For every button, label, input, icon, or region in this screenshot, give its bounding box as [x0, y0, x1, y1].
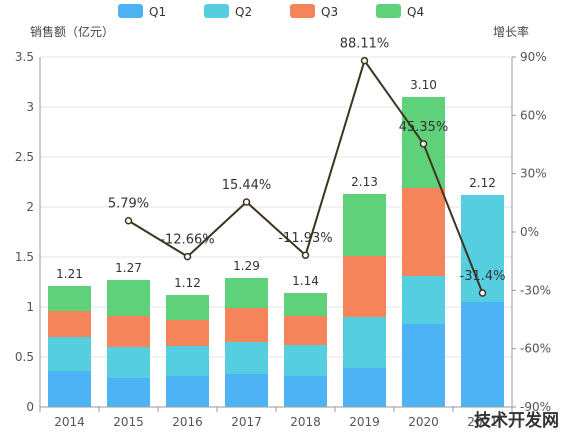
x-tick-label: 2014	[54, 415, 85, 429]
legend-swatch-q4[interactable]	[376, 4, 401, 18]
growth-rate-label: -12.66%	[160, 233, 214, 248]
x-tick-label: 2019	[349, 415, 380, 429]
legend-label-q2[interactable]: Q2	[235, 5, 252, 19]
total-label: 1.29	[233, 259, 260, 273]
bar-q3[interactable]	[166, 320, 209, 346]
growth-rate-point[interactable]	[124, 216, 133, 225]
axes: 0 0.5 1 1.5 2 2.5 3 3.5 -90% -60% -30% 0% 30% 60% 90% 2…	[15, 50, 551, 429]
bar-q3[interactable]	[284, 316, 327, 345]
bar-q2[interactable]	[225, 342, 268, 374]
y-tick-label: 3.5	[15, 50, 34, 64]
growth-rate-point[interactable]	[242, 198, 251, 206]
total-label: 1.21	[56, 267, 83, 281]
bar-q1[interactable]	[166, 376, 209, 407]
growth-rate-label: -31.4%	[460, 269, 506, 284]
y-tick-label: 1	[26, 300, 34, 314]
y2-tick-label: -90%	[520, 400, 551, 414]
legend-swatch-q3[interactable]	[290, 4, 315, 18]
bar-q2[interactable]	[284, 345, 327, 376]
growth-rate-point[interactable]	[360, 56, 369, 65]
stacked-bars	[48, 97, 504, 407]
y-axis-title: 销售额（亿元）	[30, 24, 114, 39]
x-tick-label: 2015	[113, 415, 144, 429]
bar-q3[interactable]	[48, 311, 91, 337]
bar-q1[interactable]	[107, 378, 150, 407]
y2-tick-label: 90%	[520, 50, 547, 64]
bar-q1[interactable]	[284, 376, 327, 407]
bar-q2[interactable]	[402, 276, 445, 324]
bar-q1[interactable]	[225, 374, 268, 407]
legend-swatch-q2[interactable]	[204, 4, 229, 18]
y-tick-label: 2.5	[15, 150, 34, 164]
y-tick-label: 2	[26, 200, 34, 214]
growth-rate-line	[124, 56, 487, 297]
bar-q3[interactable]	[402, 188, 445, 276]
data-labels: 1.21 1.27 1.12 1.29 1.14 2.13 3.10 2.12 5.79% -12…	[56, 37, 505, 290]
bar-q2[interactable]	[48, 337, 91, 371]
bar-q3[interactable]	[225, 308, 268, 342]
bar-q4[interactable]	[343, 194, 386, 256]
legend-swatch-q1[interactable]	[118, 4, 143, 18]
growth-rate-label: -11.93%	[278, 231, 332, 246]
growth-rate-point[interactable]	[478, 289, 487, 297]
y-tick-label: 0	[26, 400, 34, 414]
bar-q4[interactable]	[48, 286, 91, 311]
y-tick-label: 1.5	[15, 250, 34, 264]
growth-rate-point[interactable]	[419, 140, 428, 148]
bar-q2[interactable]	[107, 347, 150, 378]
bar-q2[interactable]	[166, 346, 209, 376]
legend-label-q1[interactable]: Q1	[149, 5, 166, 19]
bar-q2[interactable]	[461, 195, 504, 302]
x-tick-label: 2020	[408, 415, 439, 429]
bar-q1[interactable]	[48, 371, 91, 407]
y2-tick-label: -30%	[520, 283, 551, 297]
growth-rate-label: 5.79%	[108, 197, 149, 212]
growth-rate-point[interactable]	[183, 252, 192, 261]
bar-q1[interactable]	[461, 302, 504, 407]
watermark-text: 技术开发网	[474, 410, 559, 431]
bar-q3[interactable]	[343, 256, 386, 317]
growth-rate-label: 45.35%	[399, 120, 449, 135]
y-tick-label: 3	[26, 100, 34, 114]
bar-q4[interactable]	[284, 293, 327, 316]
total-label: 1.12	[174, 276, 201, 290]
total-label: 1.27	[115, 261, 142, 275]
bar-q1[interactable]	[402, 324, 445, 407]
x-tick-label: 2017	[231, 415, 262, 429]
growth-rate-label: 15.44%	[222, 178, 272, 193]
x-tick-label: 2018	[290, 415, 321, 429]
growth-rate-point[interactable]	[301, 251, 310, 259]
bar-q1[interactable]	[343, 368, 386, 407]
y2-tick-label: 30%	[520, 167, 547, 181]
y2-tick-label: -60%	[520, 342, 551, 356]
legend-label-q4[interactable]: Q4	[407, 5, 424, 19]
y2-axis-title: 增长率	[493, 24, 529, 39]
total-label: 3.10	[410, 78, 437, 92]
x-tick-label: 2021	[467, 415, 498, 429]
growth-rate-label: 88.11%	[340, 37, 390, 52]
total-label: 2.13	[351, 175, 378, 189]
bar-q4[interactable]	[166, 295, 209, 320]
total-label: 2.12	[469, 176, 496, 190]
bar-q2[interactable]	[343, 317, 386, 368]
bar-q4[interactable]	[107, 280, 150, 316]
y2-tick-label: 60%	[520, 108, 547, 122]
bar-q3[interactable]	[107, 316, 150, 347]
y-tick-label: 0.5	[15, 350, 34, 364]
total-label: 1.14	[292, 274, 319, 288]
y2-tick-label: 0%	[520, 225, 539, 239]
x-tick-label: 2016	[172, 415, 203, 429]
legend[interactable]: Q1 Q2 Q3 Q4	[118, 4, 424, 19]
legend-label-q3[interactable]: Q3	[321, 5, 338, 19]
bar-q4[interactable]	[225, 278, 268, 308]
